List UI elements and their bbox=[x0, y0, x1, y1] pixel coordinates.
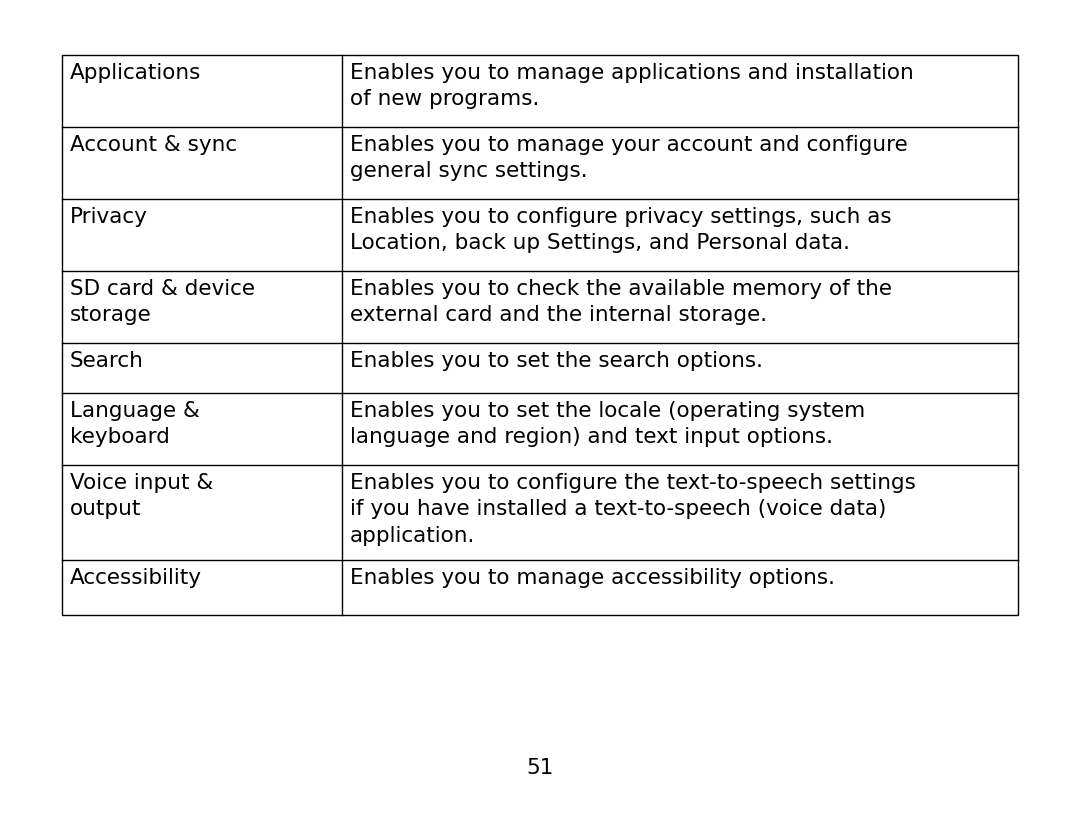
Text: Enables you to manage your account and configure
general sync settings.: Enables you to manage your account and c… bbox=[350, 135, 908, 182]
Text: Accessibility: Accessibility bbox=[70, 568, 202, 588]
Text: Language &
keyboard: Language & keyboard bbox=[70, 401, 200, 447]
Text: Enables you to manage applications and installation
of new programs.: Enables you to manage applications and i… bbox=[350, 63, 914, 109]
Text: Enables you to configure the text-to-speech settings
if you have installed a tex: Enables you to configure the text-to-spe… bbox=[350, 473, 916, 546]
Bar bbox=[62, 55, 1018, 615]
Text: Enables you to set the locale (operating system
language and region) and text in: Enables you to set the locale (operating… bbox=[350, 401, 865, 447]
Text: Account & sync: Account & sync bbox=[70, 135, 238, 155]
Text: 51: 51 bbox=[526, 758, 554, 778]
Text: Enables you to manage accessibility options.: Enables you to manage accessibility opti… bbox=[350, 568, 835, 588]
Text: Enables you to configure privacy settings, such as
Location, back up Settings, a: Enables you to configure privacy setting… bbox=[350, 207, 892, 253]
Text: SD card & device
storage: SD card & device storage bbox=[70, 279, 255, 326]
Text: Privacy: Privacy bbox=[70, 207, 148, 227]
Text: Applications: Applications bbox=[70, 63, 201, 83]
Text: Search: Search bbox=[70, 351, 144, 371]
Text: Enables you to check the available memory of the
external card and the internal : Enables you to check the available memor… bbox=[350, 279, 892, 326]
Text: Voice input &
output: Voice input & output bbox=[70, 473, 213, 520]
Text: Enables you to set the search options.: Enables you to set the search options. bbox=[350, 351, 762, 371]
